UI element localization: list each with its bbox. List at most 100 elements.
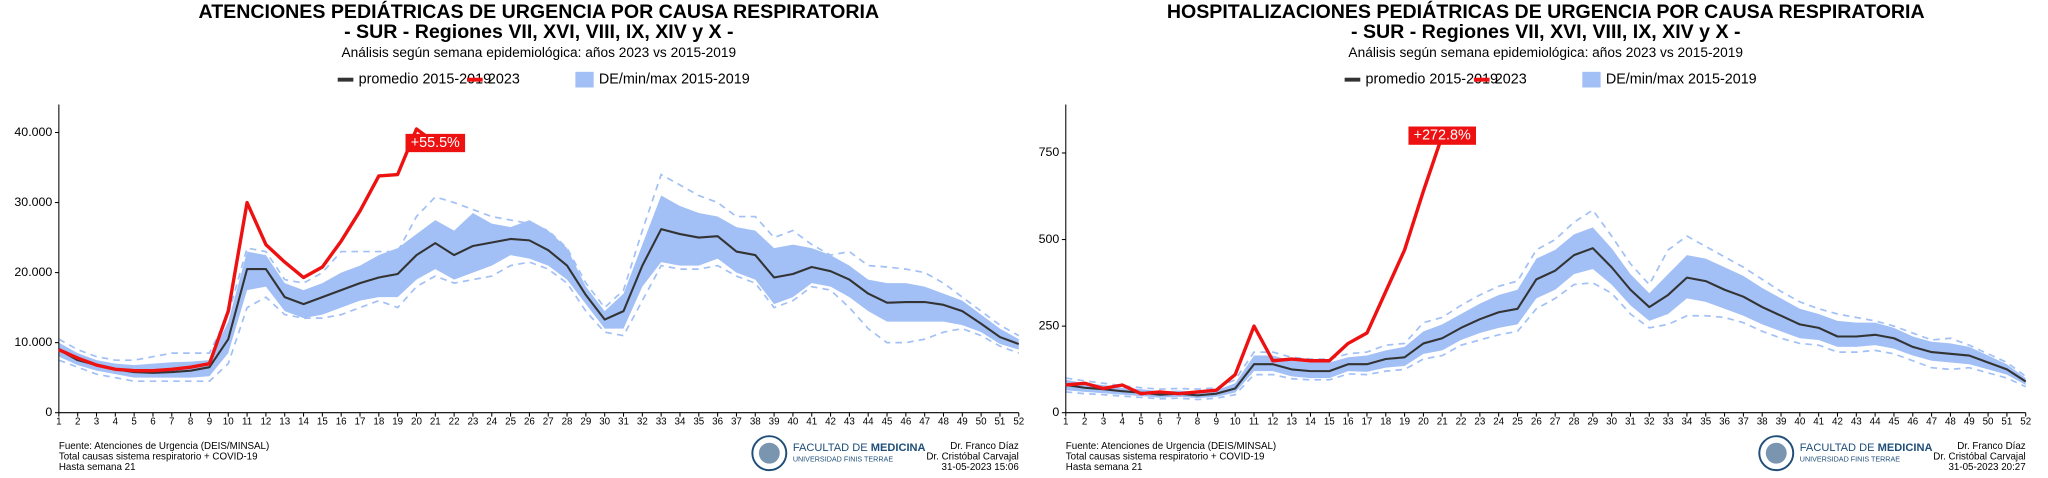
footer-author: Dr. Cristóbal Carvajal	[1933, 452, 2025, 463]
chart-title: HOSPITALIZACIONES PEDIÁTRICAS DE URGENCI…	[1167, 0, 1925, 23]
x-tick-label: 25	[1512, 416, 1523, 427]
x-tick-label: 32	[1644, 416, 1655, 427]
x-tick-label: 23	[467, 416, 478, 427]
annotation: +55.5%	[411, 135, 460, 151]
x-tick-label: 26	[524, 416, 535, 427]
x-tick-label: 17	[355, 416, 366, 427]
x-tick-label: 39	[1776, 416, 1787, 427]
x-tick-label: 51	[995, 416, 1006, 427]
x-tick-label: 10	[1230, 416, 1241, 427]
x-tick-label: 50	[1983, 416, 1994, 427]
x-tick-label: 44	[1870, 416, 1881, 427]
x-tick-label: 42	[1832, 416, 1843, 427]
x-tick-label: 44	[863, 416, 874, 427]
chart-title: - SUR - Regiones VII, XVI, VIII, IX, XIV…	[1351, 21, 1740, 43]
x-tick-label: 33	[1663, 416, 1674, 427]
x-tick-label: 3	[1101, 416, 1107, 427]
x-tick-label: 7	[169, 416, 174, 427]
x-tick-label: 45	[882, 416, 893, 427]
x-tick-label: 13	[1286, 416, 1297, 427]
x-tick-label: 22	[449, 416, 460, 427]
footer-source: Total causas sistema respiratorio + COVI…	[59, 452, 258, 463]
x-tick-label: 10	[223, 416, 234, 427]
annotation: +272.8%	[1414, 127, 1471, 143]
x-tick-label: 20	[1418, 416, 1429, 427]
x-tick-label: 41	[1813, 416, 1824, 427]
logo-subtext: UNIVERSIDAD FINIS TERRAE	[793, 456, 894, 464]
x-tick-label: 2	[75, 416, 80, 427]
x-tick-label: 29	[1587, 416, 1598, 427]
chart-title: ATENCIONES PEDIÁTRICAS DE URGENCIA POR C…	[199, 0, 880, 23]
x-tick-label: 19	[392, 416, 403, 427]
x-tick-label: 9	[1214, 416, 1219, 427]
logo-text: FACULTAD DE MEDICINA	[1800, 442, 1933, 454]
logo-subtext: UNIVERSIDAD FINIS TERRAE	[1800, 456, 1901, 464]
x-tick-label: 40	[1794, 416, 1805, 427]
series-line	[58, 228, 1020, 374]
footer-source: Total causas sistema respiratorio + COVI…	[1066, 452, 1265, 463]
legend-label: DE/min/max 2015-2019	[1606, 71, 1757, 87]
x-tick-label: 16	[336, 416, 347, 427]
footer-source: Fuente: Atenciones de Urgencia (DEIS/MIN…	[59, 441, 269, 452]
x-tick-label: 52	[1013, 416, 1024, 427]
footer-source: Fuente: Atenciones de Urgencia (DEIS/MIN…	[1066, 441, 1276, 452]
x-tick-label: 1	[56, 416, 61, 427]
x-tick-label: 37	[1738, 416, 1749, 427]
legend-label: promedio 2015-2019	[359, 71, 492, 87]
x-tick-label: 48	[1945, 416, 1956, 427]
logo-emblem	[758, 442, 780, 464]
x-tick-label: 5	[131, 416, 137, 427]
x-tick-label: 46	[900, 416, 911, 427]
x-tick-label: 46	[1907, 416, 1918, 427]
series-line	[1065, 247, 2027, 397]
max-line	[1065, 208, 2027, 391]
annotation-box	[405, 133, 466, 153]
x-tick-label: 31	[1625, 416, 1636, 427]
logo-text: MEDICINA	[871, 442, 926, 454]
legend-label: 2023	[1495, 71, 1527, 87]
x-tick-label: 40	[787, 416, 798, 427]
x-tick-label: 49	[1964, 416, 1975, 427]
x-tick-label: 24	[1493, 416, 1504, 427]
x-tick-label: 45	[1889, 416, 1900, 427]
x-tick-label: 34	[675, 416, 686, 427]
y-tick-label: 10.000	[14, 335, 52, 349]
y-tick-label: 250	[1039, 318, 1060, 332]
x-tick-label: 51	[2001, 416, 2012, 427]
chart-title: - SUR - Regiones VII, XVI, VIII, IX, XIV…	[344, 21, 733, 43]
x-tick-label: 43	[844, 416, 855, 427]
logo-text: FACULTAD DE	[793, 442, 868, 454]
x-tick-label: 4	[1120, 416, 1126, 427]
footer-author: Dr. Franco Díaz	[1957, 441, 2026, 452]
footer-author: Dr. Cristóbal Carvajal	[926, 452, 1018, 463]
y-tick-label: 30.000	[14, 195, 52, 209]
x-tick-label: 37	[731, 416, 742, 427]
x-tick-label: 41	[806, 416, 817, 427]
x-tick-label: 13	[279, 416, 290, 427]
x-tick-label: 28	[1569, 416, 1580, 427]
x-tick-label: 33	[656, 416, 667, 427]
x-tick-label: 49	[957, 416, 968, 427]
x-tick-label: 6	[150, 416, 156, 427]
legend-swatch	[575, 71, 594, 88]
legend-label: DE/min/max 2015-2019	[599, 71, 750, 87]
x-tick-label: 28	[562, 416, 573, 427]
x-tick-label: 34	[1681, 416, 1692, 427]
x-tick-label: 31	[618, 416, 629, 427]
x-tick-label: 9	[207, 416, 212, 427]
x-tick-label: 5	[1138, 416, 1144, 427]
logo-emblem	[751, 435, 788, 472]
footer-author: 31-05-2023 15:06	[942, 462, 1020, 473]
x-tick-label: 52	[2020, 416, 2031, 427]
x-tick-label: 8	[1195, 416, 1201, 427]
x-tick-label: 14	[298, 416, 309, 427]
x-tick-label: 30	[1606, 416, 1617, 427]
x-tick-label: 3	[94, 416, 100, 427]
min-line	[58, 261, 1020, 383]
chart-subtitle: Análisis según semana epidemiológica: añ…	[342, 45, 737, 60]
max-line	[58, 173, 1020, 362]
x-tick-label: 18	[373, 416, 384, 427]
x-tick-label: 2	[1082, 416, 1087, 427]
x-tick-label: 18	[1380, 416, 1391, 427]
